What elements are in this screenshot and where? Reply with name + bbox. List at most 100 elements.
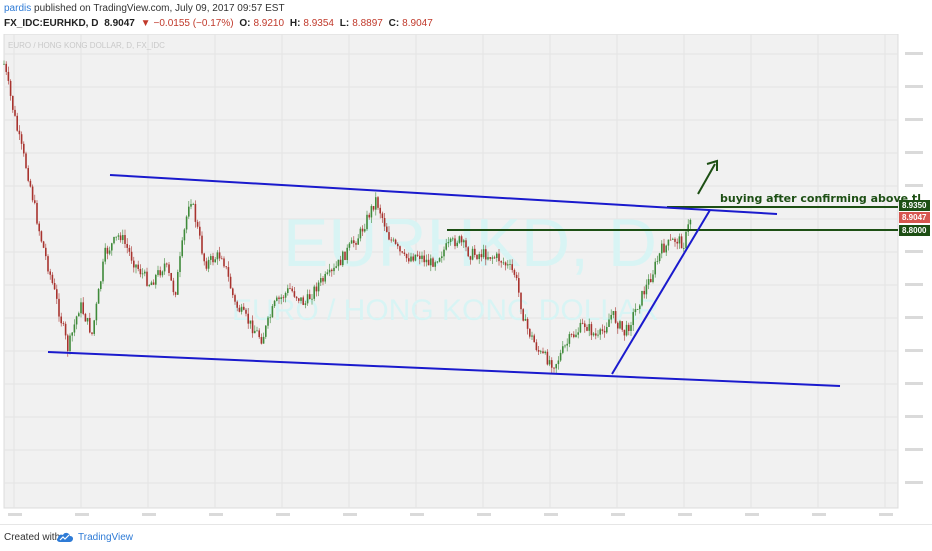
candle-body (445, 243, 447, 250)
candle-body (262, 336, 265, 344)
price-tick (905, 448, 923, 451)
low-label: L: (339, 18, 350, 29)
candle-body (130, 251, 133, 261)
candle-body (53, 283, 56, 290)
candle-body (617, 322, 619, 329)
candle-body (36, 202, 38, 224)
rising-trendline[interactable] (611, 209, 711, 375)
candle-body (273, 300, 276, 307)
time-axis[interactable] (8, 513, 893, 516)
candle-body (588, 324, 590, 331)
candle-body (276, 297, 278, 301)
candle-body (49, 271, 51, 275)
time-tick (209, 513, 223, 516)
candle-body (509, 264, 511, 265)
candle-body (97, 289, 100, 304)
tradingview-cloud-icon[interactable] (56, 530, 74, 544)
candle-body (542, 351, 544, 354)
trade-annotation[interactable]: buying after confirming above tl (720, 192, 921, 205)
candle-body (361, 228, 364, 232)
candle-body (20, 134, 23, 144)
candle-body (636, 309, 639, 310)
candle-body (436, 261, 439, 263)
candle-body (18, 130, 21, 135)
candle-body (84, 313, 87, 322)
candle-body (117, 235, 120, 237)
up-arrow-icon[interactable] (697, 159, 718, 195)
candle-body (504, 262, 507, 266)
candle-body (161, 271, 164, 276)
candle-body (23, 143, 25, 154)
time-tick (343, 513, 357, 516)
candle-body (482, 249, 485, 258)
candle-body (408, 258, 410, 262)
time-tick (745, 513, 759, 516)
price-tag-last: 8.9047 (899, 212, 930, 223)
close-label: C: (388, 18, 400, 29)
close-value: 8.9047 (402, 18, 433, 29)
candle-body (172, 280, 175, 293)
candle-body (174, 292, 177, 295)
low-value: 8.8897 (352, 18, 383, 29)
price-chart[interactable]: EURO / HONG KONG DOLLAR, D, FX_IDC EURHK… (0, 33, 932, 524)
upper-channel-trendline[interactable] (109, 174, 778, 215)
candle-body (581, 322, 584, 324)
candle-body (137, 264, 139, 269)
last-price: 8.9047 (104, 18, 135, 29)
lower-channel-trendline[interactable] (47, 351, 841, 387)
price-tick (905, 382, 923, 385)
candle-body (419, 255, 421, 259)
candle-body (333, 267, 335, 272)
candle-body (324, 273, 326, 282)
candle-body (496, 253, 498, 259)
price-tick (905, 184, 923, 187)
candle-body (328, 269, 331, 273)
tradingview-brand[interactable]: TradingView (78, 532, 134, 543)
candle-body (293, 291, 296, 297)
candle-body (489, 257, 491, 259)
candle-body (586, 327, 588, 331)
candle-body (502, 262, 505, 264)
footer: Created with TradingView (0, 524, 932, 551)
candle-body (632, 312, 634, 326)
candle-body (221, 258, 223, 260)
candle-body (271, 306, 274, 318)
candle-body (64, 323, 67, 336)
candle-body (522, 309, 524, 321)
candle-body (60, 316, 62, 324)
candle-body (394, 239, 397, 244)
ohlc-legend: FX_IDC:EURHKD, D 8.9047 ▼ −0.0155 (−0.17%… (4, 18, 436, 29)
candle-body (656, 261, 659, 262)
candle-body (45, 247, 47, 257)
candle-body (227, 267, 230, 277)
candle-body (78, 313, 80, 317)
candle-body (86, 317, 89, 322)
candle-body (427, 259, 430, 266)
candle-body (152, 282, 155, 285)
candle-body (628, 324, 630, 331)
price-tick (905, 118, 923, 121)
candle-body (304, 303, 307, 305)
symbol-label[interactable]: FX_IDC:EURHKD, D (4, 18, 99, 29)
candle-body (229, 276, 232, 289)
chart-area[interactable]: EURO / HONG KONG DOLLAR, D, FX_IDC EURHK… (0, 33, 932, 524)
candle-body (5, 63, 7, 72)
candle-body (573, 334, 575, 338)
watermark-name: EURO / HONG KONG DOLLAR (232, 294, 659, 327)
candle-body (203, 253, 205, 262)
candle-body (592, 333, 595, 336)
candle-body (111, 243, 113, 251)
candle-body (485, 249, 487, 260)
author-link[interactable]: pardis (4, 3, 32, 14)
candle-body (625, 324, 628, 336)
candle-body (661, 243, 663, 254)
candle-body (685, 231, 687, 249)
svg-text:8.8000: 8.8000 (902, 226, 927, 235)
candle-body (667, 239, 670, 246)
candle-body (353, 240, 355, 244)
candle-body (375, 197, 377, 210)
candle-body (344, 251, 346, 260)
candle-body (537, 350, 540, 352)
price-tag-support: 8.8000 (899, 225, 930, 236)
grid-lines (4, 34, 898, 508)
